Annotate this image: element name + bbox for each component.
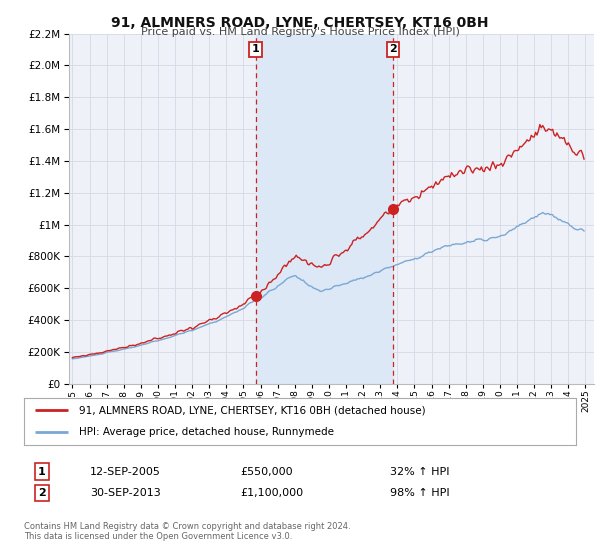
Text: 91, ALMNERS ROAD, LYNE, CHERTSEY, KT16 0BH (detached house): 91, ALMNERS ROAD, LYNE, CHERTSEY, KT16 0…	[79, 405, 426, 416]
Text: Price paid vs. HM Land Registry's House Price Index (HPI): Price paid vs. HM Land Registry's House …	[140, 27, 460, 37]
Text: 32% ↑ HPI: 32% ↑ HPI	[390, 466, 449, 477]
Text: £550,000: £550,000	[240, 466, 293, 477]
Text: 2: 2	[389, 44, 397, 54]
Bar	[256, 34, 393, 384]
Text: 98% ↑ HPI: 98% ↑ HPI	[390, 488, 449, 498]
Text: 2: 2	[38, 488, 46, 498]
Text: 30-SEP-2013: 30-SEP-2013	[90, 488, 161, 498]
Text: 91, ALMNERS ROAD, LYNE, CHERTSEY, KT16 0BH: 91, ALMNERS ROAD, LYNE, CHERTSEY, KT16 0…	[111, 16, 489, 30]
Text: HPI: Average price, detached house, Runnymede: HPI: Average price, detached house, Runn…	[79, 427, 334, 437]
Text: 1: 1	[38, 466, 46, 477]
Text: £1,100,000: £1,100,000	[240, 488, 303, 498]
Text: 1: 1	[251, 44, 259, 54]
Text: Contains HM Land Registry data © Crown copyright and database right 2024.
This d: Contains HM Land Registry data © Crown c…	[24, 522, 350, 542]
Text: 12-SEP-2005: 12-SEP-2005	[90, 466, 161, 477]
